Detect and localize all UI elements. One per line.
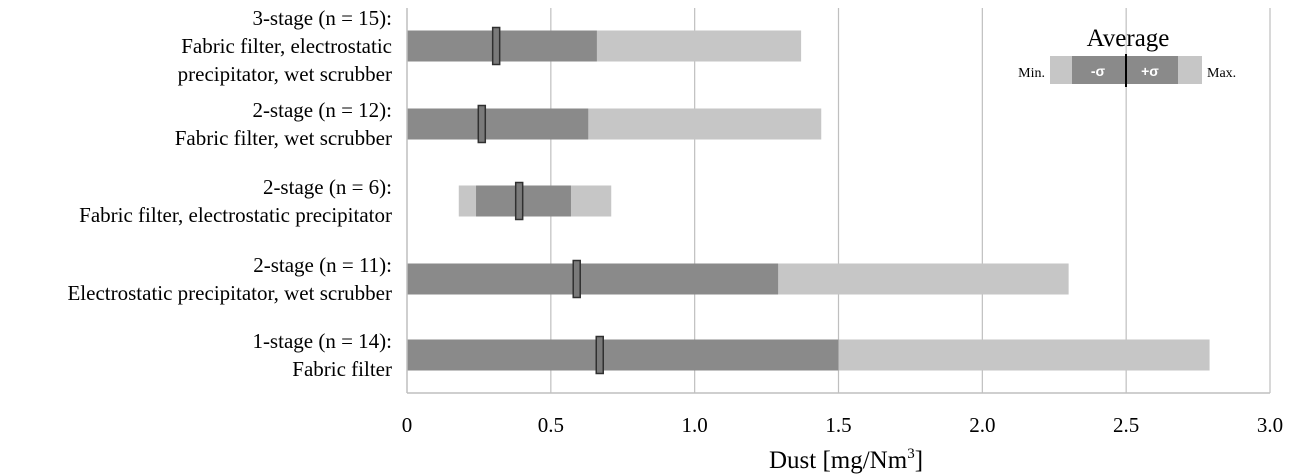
range-bar-dark xyxy=(407,339,839,371)
range-bar-dark xyxy=(407,30,597,62)
average-marker xyxy=(595,335,604,375)
category-label-line: 2-stage (n = 11): xyxy=(253,253,392,277)
range-bar-dark xyxy=(407,263,779,295)
category-label-line: Fabric filter, electrostatic precipitato… xyxy=(79,203,392,227)
legend-max-label: Max. xyxy=(1207,66,1236,81)
category-label-line: Fabric filter xyxy=(292,357,392,381)
average-marker xyxy=(514,181,524,221)
x-tick-label: 3.0 xyxy=(1257,413,1283,437)
legend-plus-sigma: +σ xyxy=(1141,63,1159,79)
x-axis-title-sup: 3 xyxy=(907,446,915,462)
x-tick-label: 1.5 xyxy=(825,413,851,437)
category-labels: 3-stage (n = 15): Fabric filter, electros… xyxy=(67,6,392,381)
legend-min-box xyxy=(1050,56,1072,84)
category-label-line: Electrostatic precipitator, wet scrubber xyxy=(67,281,392,305)
legend-min-label: Min. xyxy=(1018,66,1045,81)
x-tick-label: 0.5 xyxy=(538,413,564,437)
category-label-line: precipitator, wet scrubber xyxy=(178,62,392,86)
x-tick-label: 1.0 xyxy=(682,413,708,437)
average-marker xyxy=(491,26,501,66)
average-marker xyxy=(572,259,581,299)
category-label-line: 2-stage (n = 12): xyxy=(252,98,392,122)
x-tick-label: 2.0 xyxy=(969,413,995,437)
category-label-line: Fabric filter, electrostatic xyxy=(181,34,392,58)
category-label-line: 1-stage (n = 14): xyxy=(252,329,392,353)
category-label-line: 3-stage (n = 15): xyxy=(252,6,392,30)
legend-title: Average xyxy=(1087,25,1170,52)
category-label-line: Fabric filter, wet scrubber xyxy=(175,126,392,150)
x-tick-label: 0 xyxy=(402,413,413,437)
x-tick-label: 2.5 xyxy=(1113,413,1139,437)
category-label-line: 2-stage (n = 6): xyxy=(263,175,392,199)
legend-minus-sigma: -σ xyxy=(1091,63,1106,79)
x-axis-title: Dust [mg/Nm3] xyxy=(769,446,923,474)
x-axis-title-tail: ] xyxy=(915,447,923,474)
range-bar-dark xyxy=(476,185,571,217)
range-bar-dark xyxy=(407,108,589,140)
average-marker xyxy=(477,104,487,144)
x-tick-labels: 0 0.5 1.0 1.5 2.0 2.5 3.0 xyxy=(402,413,1283,437)
legend-max-box xyxy=(1178,56,1202,84)
legend: Average Min. -σ +σ Max. xyxy=(1018,25,1236,87)
bars xyxy=(407,26,1210,375)
